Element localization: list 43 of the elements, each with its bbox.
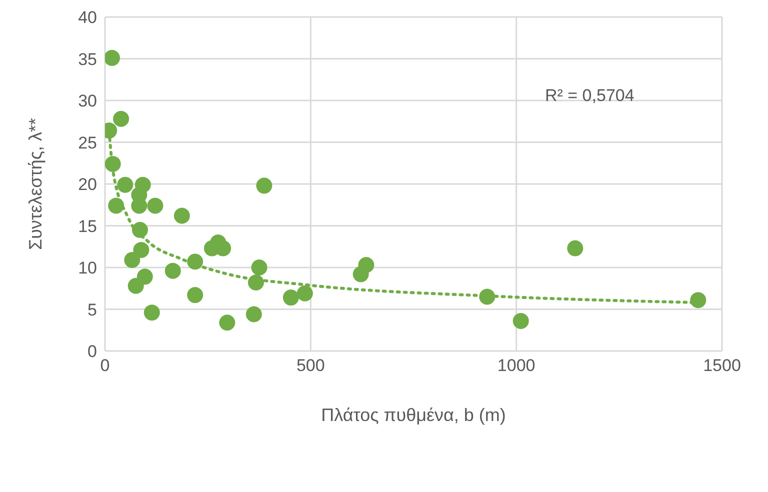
point [256,178,272,194]
y-tick-label: 5 [88,300,97,320]
point [108,198,124,214]
y-tick-label: 10 [78,258,97,278]
point [133,242,150,258]
point [246,306,262,322]
point [690,292,706,308]
point [358,256,374,273]
x-axis-title: Πλάτος πυθμένα, b (m) [321,405,506,425]
y-tick-label: 15 [78,216,97,236]
point [187,254,204,270]
point [147,198,164,214]
point [124,252,140,268]
point [187,287,204,304]
x-tick-label: 0 [100,356,110,376]
point [251,260,268,276]
point [479,288,496,305]
point [164,262,181,279]
x-tick-label: 1000 [497,356,536,376]
point [296,285,313,302]
y-tick-label: 25 [78,133,97,152]
point [282,290,299,306]
point [512,312,529,329]
point [219,314,236,331]
point [117,176,134,193]
point [105,50,120,66]
y-axis-title: Συντελεστής, λ** [25,118,46,250]
annotation: R² = 0,5704 [545,86,634,106]
point [174,208,190,224]
point [132,222,148,238]
point [144,304,160,321]
y-tick-label: 40 [78,8,97,28]
point [248,274,264,291]
x-tick-label: 1500 [703,356,741,376]
x-tick-label: 500 [296,356,325,376]
y-tick-label: 30 [78,92,97,111]
point [567,240,584,256]
y-tick-label: 35 [78,50,97,69]
point [136,268,153,285]
y-tick-label: 20 [78,175,97,194]
point [113,110,130,127]
y-tick-label: 0 [88,342,97,362]
point [105,156,121,172]
